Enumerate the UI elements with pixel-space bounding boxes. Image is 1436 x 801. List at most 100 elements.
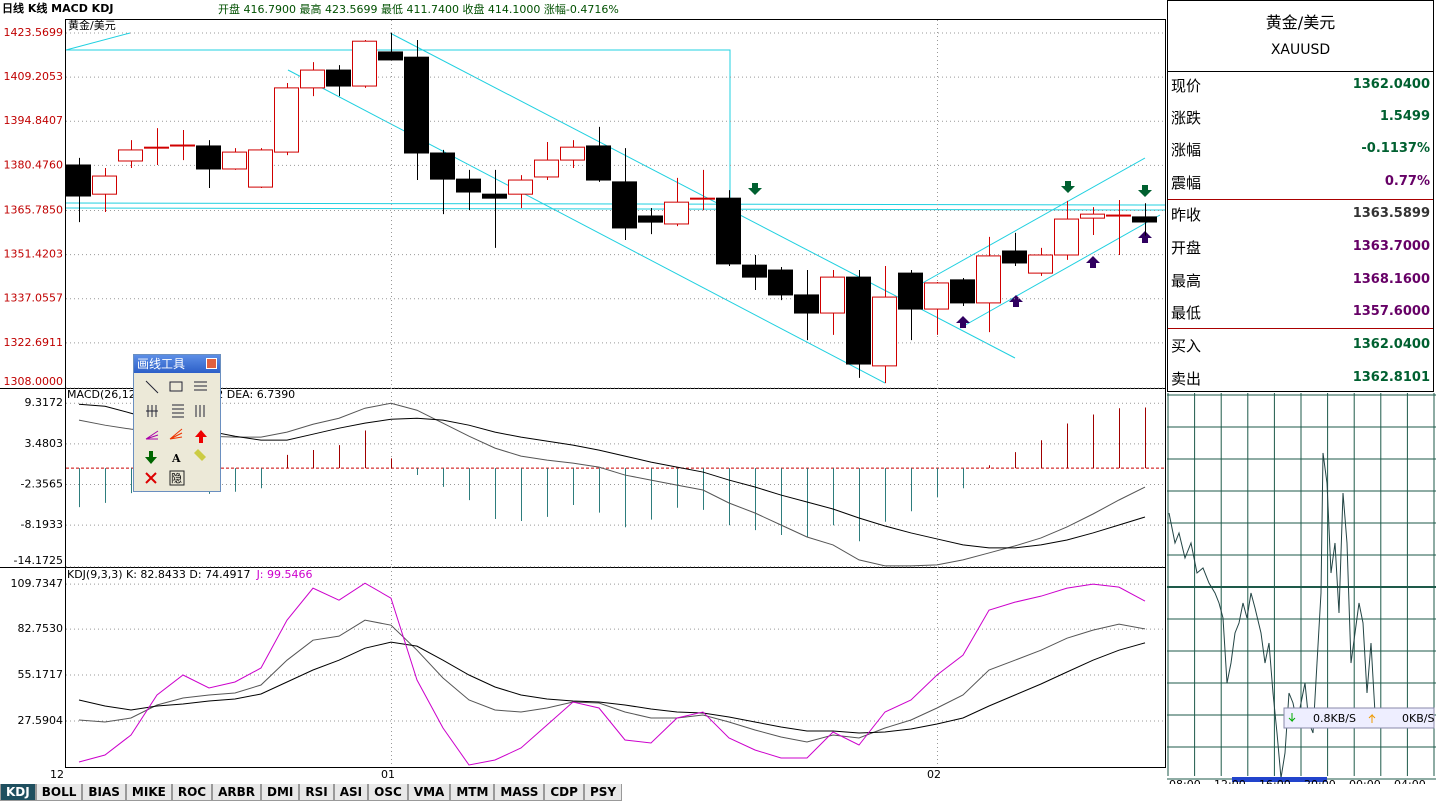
candle-body [92, 175, 117, 195]
quote-row: 涨幅 -0.1137% [1168, 133, 1433, 165]
speed-tool[interactable] [169, 428, 183, 440]
candle-body [1002, 250, 1027, 264]
indicator-tab[interactable]: ARBR [212, 784, 261, 801]
time-label: 16:00 [1259, 778, 1291, 784]
y-tick-label: -14.1725 [14, 554, 63, 567]
candle-body [560, 146, 585, 161]
quote-label: 最低 [1171, 304, 1202, 322]
gann-tool[interactable] [172, 404, 184, 418]
quote-value: 1368.1600 [1352, 272, 1430, 287]
y-tick-label: 1322.6911 [4, 336, 64, 349]
up-arrow [1009, 295, 1023, 307]
up-speed: 0KB/S [1402, 712, 1434, 725]
candle-body [794, 294, 819, 314]
indicator-tab[interactable]: RSI [299, 784, 334, 801]
separator [1168, 199, 1433, 200]
indicator-tab[interactable]: MASS [494, 784, 545, 801]
quote-value: 1362.8101 [1352, 370, 1430, 385]
quote-value: -0.1137% [1361, 141, 1430, 156]
indicator-tab[interactable]: MIKE [125, 784, 172, 801]
kdj-line [78, 641, 1146, 734]
y-tick-label: 1394.8407 [4, 114, 64, 127]
time-label: 08:00 [1169, 778, 1201, 784]
candle-body [404, 56, 429, 154]
kdj-line [78, 582, 1146, 766]
x-tick-label: 12 [50, 768, 64, 781]
candle-body [768, 269, 793, 296]
y-tick-label: 1380.4760 [4, 158, 64, 171]
candle-body [742, 264, 767, 278]
kdj-legend: KDJ(9,3,3) K: 82.8433 D: 74.4917 [67, 568, 251, 581]
separator [1168, 328, 1433, 329]
separator [1168, 71, 1433, 72]
indicator-tab[interactable]: PSY [583, 784, 623, 801]
drawing-toolbox[interactable]: 画线工具 A 隐 [133, 354, 221, 492]
candle-body [326, 69, 351, 87]
speed-box [1283, 707, 1435, 729]
candle-body [118, 149, 143, 162]
trend-line [66, 49, 731, 198]
indicator-tab[interactable]: ASI [333, 784, 369, 801]
cycle-tool[interactable] [195, 405, 205, 417]
time-label: 12:00 [1214, 778, 1246, 784]
kdj-line [78, 619, 1146, 743]
quote-label: 卖出 [1171, 370, 1202, 388]
quote-panel: 黄金/美元 XAUUSD 现价 1362.0400 涨跌 1.5499 涨幅 -0.113… [1167, 0, 1434, 392]
candle-body [508, 179, 533, 195]
down-icon [1288, 713, 1296, 723]
indicator-tab[interactable]: VMA [407, 784, 451, 801]
candle-body [846, 276, 871, 365]
toolbox-title: 画线工具 [134, 355, 220, 373]
down-arrow-tool[interactable] [145, 451, 157, 464]
candle-body [950, 279, 975, 304]
close-button[interactable] [206, 358, 217, 369]
indicator-tab[interactable]: DMI [261, 784, 300, 801]
trend-line [959, 214, 1161, 329]
candle-body [456, 178, 481, 193]
line-tool[interactable] [145, 380, 159, 394]
y-tick-label: 9.3172 [25, 396, 64, 409]
fan-tool[interactable] [145, 430, 159, 440]
up-arrow-tool[interactable] [195, 430, 207, 443]
macd-line [78, 403, 1146, 549]
candle-body [352, 40, 377, 87]
candle-body [248, 149, 273, 188]
indicator-tab[interactable]: ROC [171, 784, 213, 801]
candle-body [586, 145, 611, 181]
hide-tool[interactable]: 隐 [171, 472, 182, 485]
quote-label: 最高 [1171, 272, 1202, 290]
delete-tool[interactable] [145, 472, 157, 484]
candle-body [1132, 216, 1157, 223]
indicator-tab[interactable]: BIAS [82, 784, 126, 801]
menu: 日线 K线 MACD KDJ [2, 1, 113, 15]
instrument-name: 黄金/美元 [68, 18, 116, 32]
toolbox-icons: A 隐 [145, 380, 207, 486]
quote-row: 最高 1368.1600 [1168, 264, 1433, 296]
rect-tool[interactable] [169, 381, 183, 392]
candle-body [612, 181, 637, 229]
quote-row: 开盘 1363.7000 [1168, 231, 1433, 263]
quote-label: 昨收 [1171, 206, 1202, 224]
candle-body [820, 276, 845, 314]
indicator-tab[interactable]: CDP [544, 784, 584, 801]
text-tool[interactable]: A [171, 452, 181, 465]
indicator-tab[interactable]: BOLL [35, 784, 83, 801]
indicator-tab[interactable]: OSC [368, 784, 408, 801]
candle-body [222, 151, 247, 170]
y-tick-label: 55.1717 [18, 668, 64, 681]
erase-tool[interactable] [194, 449, 206, 461]
indicator-tab[interactable]: KDJ [0, 784, 36, 801]
y-tick-label: -2.3565 [21, 478, 63, 491]
y-tick-label: 27.5904 [18, 714, 64, 727]
candle-body [638, 215, 663, 223]
fib-tool[interactable] [146, 405, 158, 417]
indicator-tab[interactable]: MTM [450, 784, 495, 801]
up-arrow [1138, 231, 1152, 243]
candle-body [898, 272, 923, 310]
parallel-tool[interactable] [194, 381, 207, 391]
candle-body [170, 144, 195, 147]
down-arrow [748, 183, 762, 195]
tick-chart: 0.8KB/S 0KB/S 08:0012:0016:0020:0000:000… [1167, 393, 1436, 784]
candle-body [1106, 214, 1131, 217]
indicator-tabs: KDJ BOLL BIAS MIKE ROC ARBR DMI RSI ASI OSC VMA MTM… [0, 784, 623, 801]
